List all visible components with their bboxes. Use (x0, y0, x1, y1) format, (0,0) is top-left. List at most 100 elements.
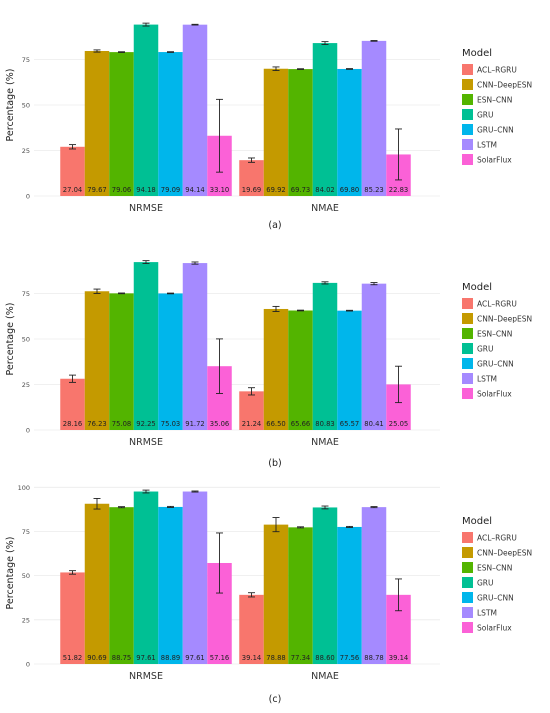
data-label: 84.02 (315, 186, 334, 194)
x-tick-label: NMAE (311, 671, 339, 682)
data-label: 79.67 (87, 186, 106, 194)
data-label: 35.06 (210, 420, 229, 428)
y-tick-label: 75 (22, 528, 30, 536)
bar (239, 391, 264, 430)
data-label: 39.14 (389, 654, 408, 662)
data-label: 85.23 (364, 186, 383, 194)
bar (182, 491, 208, 664)
bar (288, 310, 313, 430)
legend-swatch (462, 547, 473, 558)
data-label: 65.57 (340, 420, 359, 428)
panel-caption: (b) (268, 458, 281, 469)
data-label: 80.83 (315, 420, 334, 428)
data-label: 94.14 (185, 186, 204, 194)
data-label: 57.16 (210, 654, 229, 662)
legend-entry: CNN–DeepESN (477, 549, 532, 558)
y-tick-label: 0 (26, 427, 30, 435)
data-label: 25.05 (389, 420, 408, 428)
legend-entry: GRU (477, 111, 494, 120)
legend-title: Model (462, 48, 492, 59)
legend-swatch (462, 388, 473, 399)
legend-swatch (462, 313, 473, 324)
x-tick-label: NMAE (311, 203, 339, 214)
legend-swatch (462, 343, 473, 354)
legend-entry: GRU (477, 579, 494, 588)
bar (109, 507, 134, 664)
data-label: 21.24 (242, 420, 261, 428)
legend-swatch (462, 562, 473, 573)
legend-entry: GRU–CNN (477, 360, 514, 369)
legend-swatch (462, 124, 473, 135)
bar (337, 310, 362, 430)
legend-swatch (462, 139, 473, 150)
data-label: 76.23 (87, 420, 106, 428)
data-label: 69.80 (340, 186, 359, 194)
legend-entry: SolarFlux (477, 390, 512, 399)
data-label: 69.73 (291, 186, 310, 194)
bar (337, 68, 362, 196)
legend-swatch (462, 94, 473, 105)
legend-entry: CNN–DeepESN (477, 315, 532, 324)
bar (133, 491, 159, 664)
bar (182, 24, 208, 197)
y-tick-label: 100 (18, 484, 30, 492)
data-label: 69.92 (266, 186, 285, 194)
panel-caption: (c) (269, 694, 282, 705)
y-tick-label: 75 (22, 56, 30, 64)
data-label: 80.41 (364, 420, 383, 428)
bar (60, 572, 85, 664)
bar (337, 526, 362, 664)
data-label: 78.88 (266, 654, 285, 662)
data-label: 33.10 (210, 186, 229, 194)
data-label: 19.69 (242, 186, 261, 194)
legend-swatch (462, 592, 473, 603)
legend-swatch (462, 109, 473, 120)
bar (84, 503, 110, 664)
data-label: 88.89 (161, 654, 180, 662)
legend-swatch (462, 358, 473, 369)
y-axis-label: Percentage (%) (5, 537, 16, 610)
legend-entry: CNN–DeepESN (477, 81, 532, 90)
legend-swatch (462, 532, 473, 543)
y-tick-label: 50 (22, 102, 30, 110)
legend-entry: LSTM (477, 609, 497, 618)
legend-swatch (462, 577, 473, 588)
data-label: 88.60 (315, 654, 334, 662)
legend-swatch (462, 298, 473, 309)
y-tick-label: 25 (22, 616, 30, 624)
legend-swatch (462, 328, 473, 339)
x-tick-label: NRMSE (129, 671, 163, 682)
legend-entry: ACL–RGRU (477, 534, 517, 543)
y-axis-label: Percentage (%) (5, 69, 16, 142)
legend-entry: ESN–CNN (477, 96, 512, 105)
data-label: 28.16 (63, 420, 82, 428)
bar (239, 594, 264, 664)
legend-swatch (462, 154, 473, 165)
data-label: 91.72 (185, 420, 204, 428)
x-tick-label: NMAE (311, 437, 339, 448)
bar (60, 146, 85, 196)
legend-title: Model (462, 282, 492, 293)
legend-entry: ACL–RGRU (477, 66, 517, 75)
bar (263, 308, 289, 430)
legend-entry: GRU–CNN (477, 594, 514, 603)
bar (361, 40, 387, 196)
data-label: 22.83 (389, 186, 408, 194)
bar (288, 69, 313, 196)
y-tick-label: 25 (22, 381, 30, 389)
legend-entry: GRU (477, 345, 494, 354)
bar (158, 293, 183, 430)
data-label: 66.50 (266, 420, 285, 428)
data-label: 51.82 (63, 654, 82, 662)
data-label: 79.06 (112, 186, 131, 194)
bar (361, 283, 387, 430)
y-tick-label: 0 (26, 193, 30, 201)
bar (60, 378, 85, 430)
chart-panel: 0 25 50 75 Percentage (%) 27.04 79.67 79.06 94.1… (5, 22, 532, 231)
data-label: 79.09 (161, 186, 180, 194)
data-label: 65.66 (291, 420, 310, 428)
legend-entry: LSTM (477, 141, 497, 150)
legend-swatch (462, 64, 473, 75)
data-label: 88.78 (364, 654, 383, 662)
